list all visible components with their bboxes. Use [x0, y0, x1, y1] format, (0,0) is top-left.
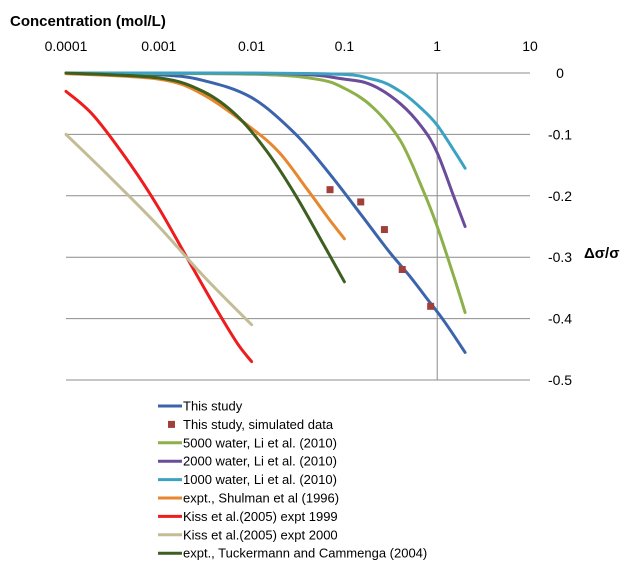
y-tick-label: -0.2: [548, 188, 572, 204]
legend-entry: expt., Tuckermann and Cammenga (2004): [158, 546, 427, 561]
legend: This study This study, simulated data 5000…: [158, 399, 427, 561]
y-tick-label: 0: [556, 65, 564, 81]
legend-entry: 2000 water, Li et al. (2010): [158, 454, 337, 469]
legend-marker: [168, 420, 175, 428]
legend-label: This study: [183, 399, 243, 414]
legend-entry: 1000 water, Li et al. (2010): [158, 472, 337, 487]
data-point: [357, 198, 365, 206]
legend-label: 2000 water, Li et al. (2010): [183, 454, 337, 469]
legend-entry: Kiss et al.(2005) expt 2000: [158, 527, 338, 542]
legend-entry: This study, simulated data: [168, 417, 334, 432]
series-4: [64, 71, 467, 170]
series-8: [64, 71, 346, 284]
y-axis-title: Δσ/σ: [584, 245, 619, 262]
legend-label: expt., Tuckermann and Cammenga (2004): [183, 546, 427, 561]
x-tick-label: 1: [433, 38, 441, 54]
series-line: [64, 71, 346, 284]
series-line: [64, 89, 254, 364]
legend-label: 5000 water, Li et al. (2010): [183, 435, 337, 450]
legend-entry: This study: [158, 399, 243, 414]
series-7: [64, 132, 254, 327]
x-tick-label: 0.0001: [45, 38, 88, 54]
legend-label: expt., Shulman et al (1996): [183, 491, 339, 506]
plot-area: 0 -0.1 -0.2 -0.3 -0.4 -0.5 0.0001 0.001 0.01 0.1 1…: [45, 38, 573, 388]
data-point: [326, 186, 334, 194]
x-tick-label: 0.001: [141, 38, 176, 54]
series-6: [64, 89, 254, 364]
series-1: [326, 186, 435, 310]
data-point: [398, 265, 406, 273]
y-tick-label: -0.3: [548, 249, 572, 265]
legend-entry: expt., Shulman et al (1996): [158, 491, 339, 506]
x-tick-label: 0.01: [238, 38, 265, 54]
x-tick-label: 0.1: [335, 38, 355, 54]
series-line: [64, 132, 254, 327]
legend-entry: 5000 water, Li et al. (2010): [158, 435, 337, 450]
series-line: [64, 71, 467, 354]
x-tick-label: 10: [522, 38, 538, 54]
data-point: [427, 302, 435, 310]
series-0: [64, 71, 467, 354]
series-line: [64, 72, 346, 241]
legend-label: Kiss et al.(2005) expt 1999: [183, 509, 338, 524]
y-tick-label: -0.4: [548, 311, 572, 327]
series-line: [64, 71, 467, 170]
x-axis-title: Concentration (mol/L): [10, 13, 166, 30]
y-tick-label: -0.1: [548, 126, 572, 142]
legend-label: 1000 water, Li et al. (2010): [183, 472, 337, 487]
legend-entry: Kiss et al.(2005) expt 1999: [158, 509, 338, 524]
legend-label: Kiss et al.(2005) expt 2000: [183, 527, 338, 542]
legend-label: This study, simulated data: [183, 417, 334, 432]
data-point: [380, 226, 388, 234]
series-5: [64, 72, 346, 241]
y-tick-label: -0.5: [548, 372, 572, 388]
